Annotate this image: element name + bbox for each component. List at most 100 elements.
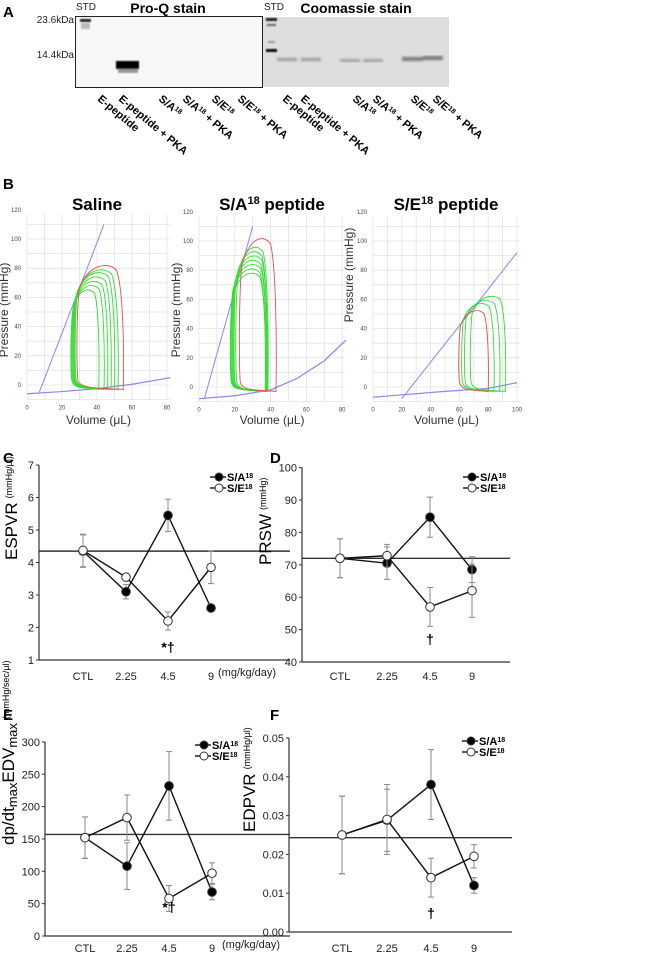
data-point <box>78 545 88 556</box>
line-chart-prsw: 40 50 60 70 80 90 100 CTL 2.25 4.5 9 PRSW (mmHg) S/A1… <box>256 463 510 683</box>
x-tick-label: 2.25 <box>376 671 397 683</box>
label-text: S/E <box>227 483 245 495</box>
label-text: S/A <box>227 472 245 484</box>
label-text: S/E <box>479 747 497 759</box>
y-tick-label: 0.02 <box>263 849 284 861</box>
y-tick-label: 150 <box>22 834 40 846</box>
pv-loop <box>73 272 116 390</box>
label-superscript: 18 <box>367 105 378 115</box>
data-point <box>122 812 132 823</box>
std-band <box>266 49 277 52</box>
label-text: S/A <box>212 740 230 752</box>
data-point <box>425 512 435 522</box>
x-tick-label: 60 <box>129 406 136 412</box>
proq-gel <box>75 16 263 88</box>
label-text: S/A <box>480 472 498 484</box>
x-tick-label: 20 <box>59 406 66 412</box>
data-point <box>122 861 132 871</box>
y-unit-label: (mmHg/sec/μl) <box>1 660 11 719</box>
x-axis-label: Volume (μL) <box>66 413 131 427</box>
label-suffix: peptide <box>260 195 325 214</box>
x-unit-label: (mg/kg/day) <box>222 939 280 951</box>
pv-loop <box>464 300 501 392</box>
y-tick-label: 100 <box>357 239 368 245</box>
significance-annotation: † <box>427 905 435 921</box>
data-point <box>164 893 174 904</box>
y-tick-label: 0 <box>18 383 22 389</box>
legend-marker <box>199 740 209 750</box>
line-chart-dpdt: 0 50 100 150 200 250 300 CTL 2.25 4.5 9 (mg/kg/day)… <box>0 660 290 955</box>
panel-label-e: E <box>3 707 13 724</box>
label-text: S/A <box>479 736 497 748</box>
x-tick-label: CTL <box>75 943 96 955</box>
significance-annotation: *† <box>161 639 174 655</box>
std-band <box>81 23 90 29</box>
plot-area <box>27 214 170 400</box>
series-line <box>339 555 473 608</box>
y-tick-label: 60 <box>285 592 297 604</box>
x-unit-label: (mg/kg/day) <box>218 667 276 679</box>
y-tick-label: 120 <box>11 208 22 214</box>
y-axis-label: ESPVR (mmHg/μl) <box>2 456 21 560</box>
lane-label: S/E18 + PKA <box>430 93 485 142</box>
lane-label: S/A18 <box>156 93 184 119</box>
x-tick-label: 40 <box>94 406 101 412</box>
label-text: S/E <box>394 195 421 214</box>
legend-marker <box>466 736 476 746</box>
y-tick-label: 100 <box>183 239 194 245</box>
y-tick-label: 20 <box>360 356 367 362</box>
label-text: S/E <box>480 483 498 495</box>
label-text: S/A <box>219 195 247 214</box>
series-line <box>82 549 212 623</box>
line-chart-edpvr: 0.00 0.01 0.02 0.03 0.04 0.05 CTL 2.25 4.5 9 EDPVR… <box>240 727 512 955</box>
data-point <box>207 868 217 879</box>
y-tick-label: 40 <box>285 657 297 669</box>
coomassie-gel <box>263 17 449 87</box>
label-superscript: 18 <box>197 105 208 115</box>
x-tick-label: 4.5 <box>160 671 175 683</box>
x-tick-label: CTL <box>332 943 353 955</box>
series-sa <box>78 498 216 613</box>
panel-label-d: D <box>270 450 281 467</box>
std-band <box>266 18 277 21</box>
series-line <box>84 784 213 893</box>
y-tick-label: 40 <box>360 327 367 333</box>
x-tick-label: 0 <box>25 406 29 412</box>
y-tick-label: 0.00 <box>263 927 284 939</box>
y-tick-label: 60 <box>186 297 193 303</box>
label-superscript: 18 <box>245 484 253 491</box>
x-tick-label: 0 <box>371 408 375 414</box>
label-suffix: + PKA <box>390 110 425 142</box>
y-tick-label: 100 <box>279 463 297 475</box>
plot-area <box>373 216 520 402</box>
data-point <box>469 880 479 891</box>
y-tick-label: 60 <box>14 295 21 301</box>
data-point <box>164 781 174 791</box>
y-tick-label: 6 <box>28 493 34 505</box>
y-tick-label: 60 <box>360 297 367 303</box>
data-point <box>382 550 392 561</box>
y-label-part: EDV <box>0 747 18 783</box>
y-tick-label: 100 <box>11 237 22 243</box>
coomassie-title: Coomassie stain <box>300 0 411 16</box>
x-tick-label: 9 <box>469 671 475 683</box>
proq-title: Pro-Q stain <box>130 0 205 16</box>
significance-annotation: *† <box>162 899 175 915</box>
series-se <box>78 533 216 631</box>
y-tick-label: 80 <box>285 527 297 539</box>
x-tick-label: 2.25 <box>376 943 397 955</box>
x-tick-label: 4.5 <box>422 671 437 683</box>
pv-loop-plot-pv-sa: 0 20 40 60 80 0 20 40 60 80 100 120 S/A18 peptide Vol… <box>169 195 347 427</box>
data-point <box>163 510 173 521</box>
y-tick-label: 40 <box>14 325 21 331</box>
y-tick-label: 100 <box>22 866 40 878</box>
pv-loop <box>231 259 267 392</box>
y-tick-label: 0 <box>364 385 368 391</box>
series-line <box>82 513 212 609</box>
x-axis-label: Volume (μL) <box>414 413 479 427</box>
phospho-band <box>116 61 139 69</box>
espvr-line <box>401 252 518 399</box>
label-superscript: 18 <box>497 748 505 755</box>
x-tick-label: 100 <box>512 408 523 414</box>
data-point <box>80 832 90 843</box>
